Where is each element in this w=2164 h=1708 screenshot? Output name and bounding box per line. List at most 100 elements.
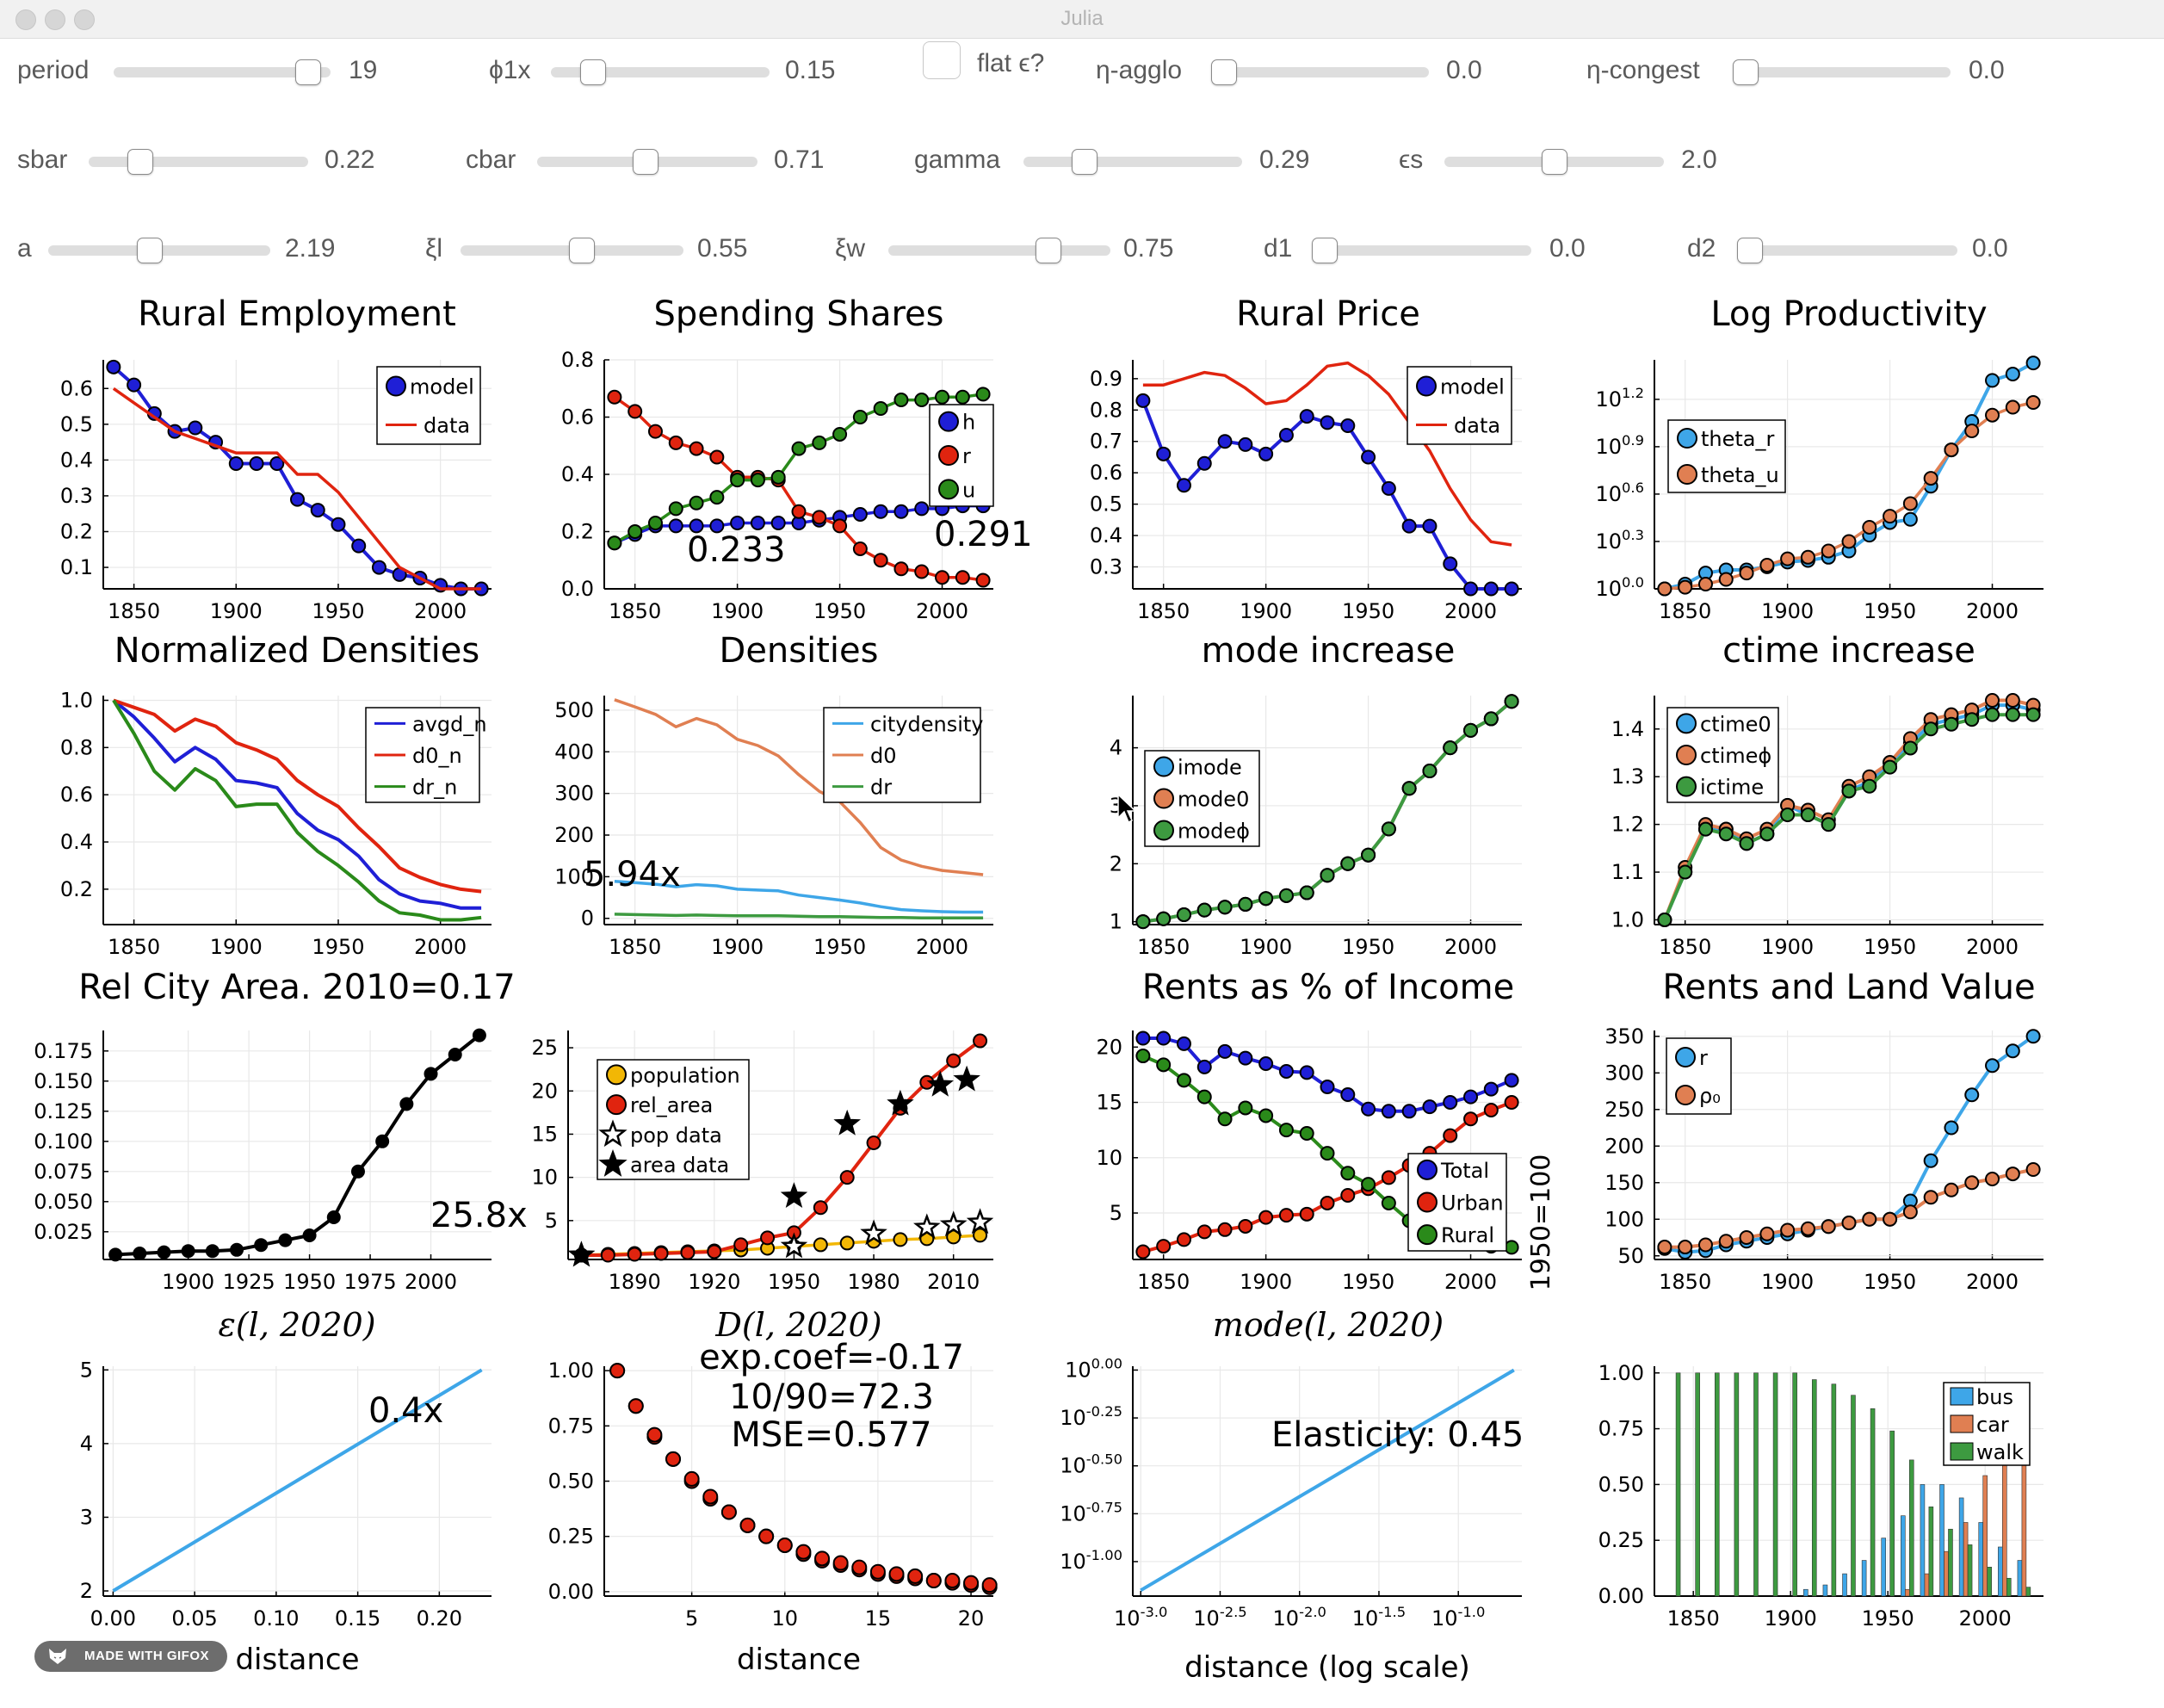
close-window-button[interactable]	[15, 9, 36, 30]
slider-thumb-gamma[interactable]	[1072, 149, 1097, 175]
y-tick-label: 100.3	[1596, 527, 1645, 554]
y-tick-label: 0.1	[60, 555, 93, 579]
slider-thumb-eta_agglo[interactable]	[1211, 59, 1237, 85]
series-Urban-point	[1217, 1222, 1233, 1237]
slider-thumb-d2[interactable]	[1737, 238, 1763, 263]
y-tick-label: 0.2	[60, 877, 93, 901]
series-model-point	[1422, 518, 1438, 534]
series-modeϕ-point	[1135, 914, 1151, 930]
series-modeϕ-point	[1320, 868, 1335, 883]
series-ictime-point	[1985, 707, 2000, 722]
series-r-point	[791, 504, 807, 519]
star-point	[567, 1241, 596, 1267]
slider-track-d2[interactable]	[1737, 245, 1957, 256]
legend: r ρ₀	[1666, 1037, 1732, 1115]
y-tick-label: 0.8	[561, 348, 594, 372]
slider-thumb-a[interactable]	[136, 238, 163, 263]
series-ρ₀-point	[1902, 1204, 1918, 1220]
chart-title: Rural Employment	[138, 294, 456, 334]
bar-walk	[1811, 1379, 1817, 1597]
series-r-point	[893, 561, 909, 577]
chart-title: Rural Price	[1236, 294, 1420, 334]
chart-ctime_increase: 1850 1900 1950 2000 1.0 1.1 1.2 1.3 1.4 ctime inc…	[1611, 631, 2043, 959]
series-D_l_2020-point	[739, 1517, 756, 1533]
series-theta_u-point	[1657, 581, 1672, 597]
x-tick-label: 1920	[688, 1270, 740, 1294]
star-point	[953, 1065, 980, 1092]
y-tick-label: 0.75	[1598, 1417, 1644, 1441]
slider-thumb-xiw[interactable]	[1036, 238, 1061, 263]
slider-value-eta_agglo: 0.0	[1446, 56, 1482, 84]
slider-thumb-phi1x[interactable]	[579, 59, 606, 85]
control-label-eta_agglo: η-agglo	[1096, 56, 1183, 84]
zoom-window-button[interactable]	[74, 9, 95, 30]
control-label-eta_congest: η-congest	[1586, 56, 1700, 84]
x-tick-label: 2000	[1966, 1270, 2019, 1294]
series-D_l_2020-point	[702, 1488, 719, 1505]
slider-track-d1[interactable]	[1312, 245, 1531, 256]
y-tick-label: 10	[1096, 1146, 1122, 1170]
y-tick-label: 0.6	[1090, 461, 1122, 485]
series-population-point	[839, 1235, 855, 1251]
series-u-point	[873, 401, 888, 417]
slider-thumb-cbar[interactable]	[632, 149, 658, 175]
slider-thumb-xil[interactable]	[568, 238, 595, 263]
legend: model data	[1407, 366, 1512, 445]
series-rel_city_area-point	[254, 1238, 269, 1253]
series-u-point	[975, 387, 991, 402]
series-ρ₀-point	[1678, 1240, 1693, 1255]
gifox-badge: MADE WITH GIFOX	[34, 1641, 227, 1672]
series-Rural-point	[1278, 1123, 1294, 1138]
chart-title: D(l, 2020)	[714, 1306, 881, 1344]
series-Urban-point	[1258, 1210, 1274, 1225]
y-tick-label: 0	[581, 907, 594, 931]
slider-thumb-d1[interactable]	[1312, 238, 1338, 263]
series-population-point	[973, 1228, 988, 1243]
slider-track-period[interactable]	[114, 67, 331, 77]
series-theta_u-point	[1964, 424, 1980, 439]
flat-epsilon-checkbox[interactable]	[923, 41, 961, 79]
legend-marker	[1676, 776, 1697, 797]
slider-thumb-period[interactable]	[294, 59, 321, 85]
series-ictime-point	[1923, 721, 1938, 737]
legend-marker	[1676, 745, 1697, 765]
slider-thumb-sbar[interactable]	[127, 149, 153, 175]
series-Rural-point	[1504, 1240, 1519, 1255]
slider-track-eta_agglo[interactable]	[1211, 67, 1429, 77]
y-tick-label: 0.4	[561, 462, 594, 486]
chart-densities: 1850 1900 1950 2000 0 100 200 300 400 500 Densitie…	[554, 631, 993, 959]
x-tick-label: 1950	[1864, 935, 1916, 959]
chart-title: ε(l, 2020)	[218, 1306, 375, 1344]
x-tick-label: 1850	[1137, 935, 1190, 959]
control-label-sbar: sbar	[17, 145, 68, 174]
star-point	[926, 1070, 955, 1097]
series-Urban-point	[1196, 1224, 1212, 1240]
chart-title: Log Productivity	[1710, 294, 1987, 334]
x-tick-label: 1900	[210, 599, 263, 623]
series-rel_area-point	[973, 1033, 988, 1049]
y-tick-label: 0.6	[561, 405, 594, 430]
bar-walk	[1753, 1372, 1759, 1597]
series-model-point	[1176, 478, 1191, 493]
series-rel_area-point	[627, 1247, 642, 1262]
slider-value-xiw: 0.75	[1123, 234, 1174, 263]
slider-track-eta_congest[interactable]	[1733, 67, 1951, 77]
legend: ctime0 ctimeϕ ictime	[1666, 707, 1779, 803]
legend-marker	[1153, 788, 1174, 809]
minimize-window-button[interactable]	[45, 9, 65, 30]
annotation: 1950=100	[1526, 1154, 1556, 1291]
bar-car	[1982, 1475, 1988, 1597]
series-D_l_2020-point	[646, 1426, 663, 1443]
series-model-point	[351, 538, 367, 554]
series-rel_city_area-line	[115, 1034, 481, 1257]
y-tick-label: 300	[1604, 1061, 1644, 1085]
series-rel_city_area-point	[350, 1164, 365, 1179]
bar-walk	[1792, 1372, 1797, 1597]
chart-log_productivity: 1850 1900 1950 2000 100.0 100.3 100.6 100.9 101.…	[1596, 294, 2043, 623]
slider-thumb-es[interactable]	[1541, 149, 1567, 175]
series-modeϕ-point	[1504, 694, 1519, 709]
slider-thumb-eta_congest[interactable]	[1733, 59, 1759, 85]
legend-label: theta_r	[1701, 427, 1775, 451]
series-rel_city_area-point	[472, 1028, 486, 1043]
series-Rural-point	[1135, 1049, 1151, 1064]
